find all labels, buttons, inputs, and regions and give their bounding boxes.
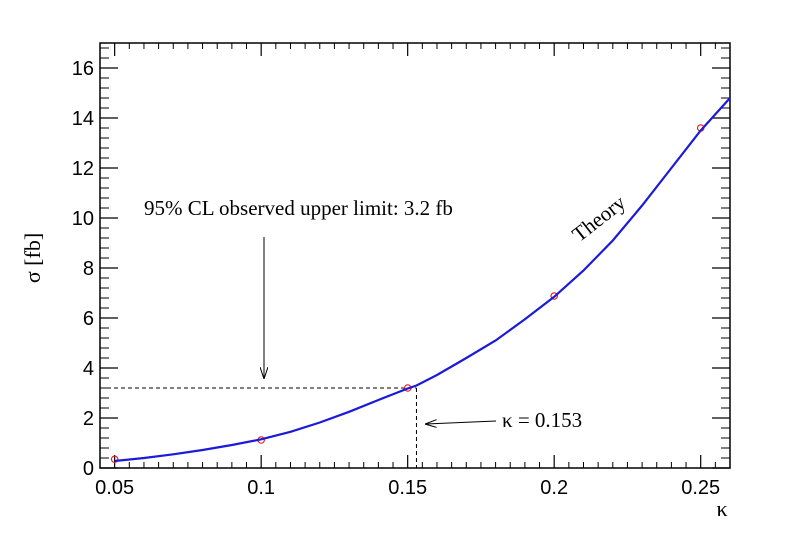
- x-tick-label: 0.25: [681, 477, 720, 499]
- x-tick-label: 0.1: [247, 477, 275, 499]
- x-tick-label: 0.15: [388, 477, 427, 499]
- y-tick-label: 2: [83, 408, 94, 430]
- y-tick-label: 8: [83, 258, 94, 280]
- series-layer: [110, 97, 731, 464]
- axes: [99, 42, 731, 469]
- kappa-annotation: κ = 0.153: [502, 408, 582, 432]
- y-tick-label: 14: [72, 108, 94, 130]
- y-tick-label: 4: [83, 358, 94, 380]
- theory-curve: [114, 97, 731, 463]
- x-axis-label: κ: [716, 496, 727, 521]
- theory-label: Theory: [567, 190, 630, 247]
- y-tick-label: 16: [72, 58, 94, 80]
- ticks: 0.05 0.1 0.15 0.2 0.25 0 2 4 6 8 10 12 14 16: [72, 43, 731, 499]
- x-tick-label: 0.2: [540, 477, 568, 499]
- y-tick-label: 10: [72, 208, 94, 230]
- data-point: [550, 292, 558, 300]
- upper-limit-annotation: 95% CL observed upper limit: 3.2 fb: [144, 196, 453, 220]
- kappa-arrow: [426, 421, 497, 424]
- plot-frame: [99, 42, 731, 469]
- y-tick-label: 0: [83, 458, 94, 480]
- y-tick-label: 6: [83, 308, 94, 330]
- y-axis-label: σ [fb]: [20, 233, 45, 283]
- annotation-layer: [100, 237, 497, 468]
- x-tick-label: 0.05: [95, 477, 134, 499]
- data-point: [110, 455, 119, 464]
- y-tick-label: 12: [72, 158, 94, 180]
